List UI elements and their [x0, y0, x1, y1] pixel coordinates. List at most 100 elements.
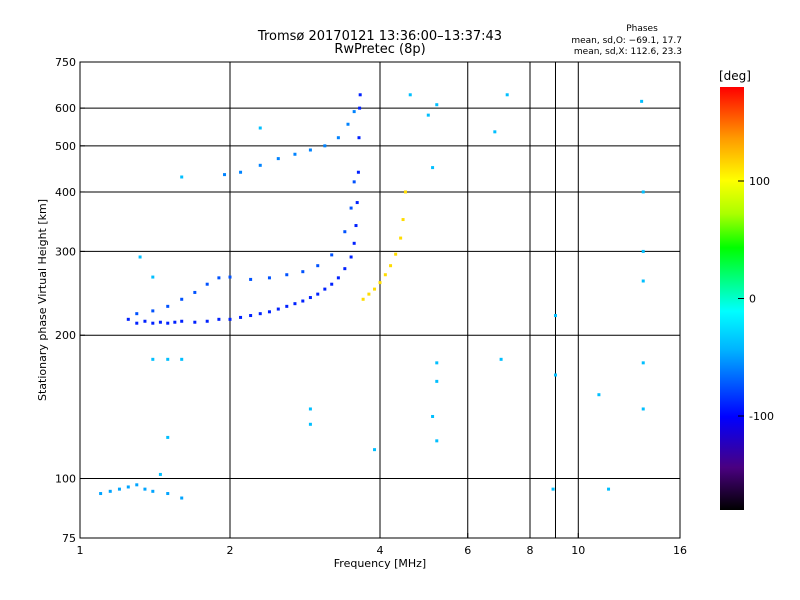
data-point	[435, 379, 439, 383]
data-points	[99, 93, 645, 500]
data-point	[367, 292, 371, 296]
data-point	[308, 148, 312, 152]
data-point	[358, 93, 362, 97]
data-point	[330, 253, 334, 257]
data-point	[276, 307, 280, 311]
data-point	[431, 166, 435, 170]
data-point	[151, 309, 155, 313]
data-point	[135, 321, 139, 325]
legend-title: Phases	[626, 24, 658, 34]
data-point	[336, 136, 340, 140]
legend-line-o: mean, sd,O: −69.1, 17.7	[571, 36, 682, 46]
data-point	[276, 157, 280, 161]
data-point	[166, 321, 170, 325]
data-point	[166, 435, 170, 439]
data-point	[389, 264, 393, 268]
x-tick-label: 16	[673, 544, 687, 557]
x-axis-label: Frequency [MHz]	[334, 557, 426, 570]
data-point	[354, 224, 358, 228]
data-point	[143, 319, 147, 323]
data-point	[258, 163, 262, 167]
data-point	[640, 99, 644, 103]
data-point	[267, 310, 271, 314]
data-point	[166, 304, 170, 308]
data-point	[180, 175, 184, 179]
x-tick-label: 10	[571, 544, 585, 557]
data-point	[323, 287, 327, 291]
data-point	[493, 130, 497, 134]
data-point	[499, 357, 503, 361]
data-point	[383, 273, 387, 277]
data-point	[431, 414, 435, 418]
data-point	[399, 236, 403, 240]
data-point	[553, 373, 557, 377]
data-point	[641, 279, 645, 283]
data-point	[357, 136, 361, 140]
x-tick-label: 6	[464, 544, 471, 557]
data-point	[205, 319, 209, 323]
gridlines	[80, 62, 680, 538]
data-point	[352, 110, 356, 114]
x-tick-label: 1	[77, 544, 84, 557]
colorbar-ticks: -100 0 100	[738, 175, 774, 423]
data-point	[316, 264, 320, 268]
data-point	[249, 277, 253, 281]
data-point	[267, 276, 271, 280]
colorbar-label: [deg]	[719, 69, 751, 83]
data-point	[308, 407, 312, 411]
data-point	[373, 448, 377, 452]
y-tick-label: 750	[55, 56, 76, 69]
data-point	[217, 317, 221, 321]
data-point	[166, 492, 170, 496]
data-point	[99, 492, 103, 496]
data-point	[143, 487, 147, 491]
data-point	[373, 287, 377, 291]
data-point	[285, 304, 289, 308]
data-point	[343, 267, 347, 271]
data-point	[249, 314, 253, 318]
x-tick-label: 8	[527, 544, 534, 557]
data-point	[641, 249, 645, 253]
legend-line-x: mean, sd,X: 112.6, 23.3	[574, 47, 682, 57]
data-point	[126, 317, 130, 321]
data-point	[239, 315, 243, 319]
data-point	[151, 489, 155, 493]
chart-subtitle: RwPretec (8p)	[334, 42, 425, 57]
data-point	[180, 297, 184, 301]
data-point	[166, 357, 170, 361]
data-point	[217, 276, 221, 280]
data-point	[239, 170, 243, 174]
data-point	[352, 241, 356, 245]
chart-title: Tromsø 20170121 13:36:00–13:37:43	[257, 29, 502, 44]
data-point	[551, 487, 555, 491]
data-point	[258, 126, 262, 130]
data-point	[193, 320, 197, 324]
data-point	[205, 282, 209, 286]
data-point	[316, 292, 320, 296]
data-point	[336, 276, 340, 280]
data-point	[349, 206, 353, 210]
data-point	[180, 357, 184, 361]
data-point	[403, 190, 407, 194]
data-point	[135, 483, 139, 487]
data-point	[293, 152, 297, 156]
data-point	[394, 252, 398, 256]
data-point	[607, 487, 611, 491]
data-point	[180, 319, 184, 323]
colorbar-tick-label: 100	[749, 175, 770, 188]
data-point	[426, 113, 430, 117]
y-tick-labels: 75 100 200 300 400 500 600 750	[55, 56, 85, 545]
y-tick-label: 400	[55, 186, 76, 199]
y-tick-label: 200	[55, 329, 76, 342]
data-point	[553, 314, 557, 318]
y-axis-label: Stationary phase Virtual Height [km]	[36, 199, 49, 401]
data-point	[135, 312, 139, 316]
y-tick-label: 300	[55, 245, 76, 258]
data-point	[408, 93, 412, 97]
x-tick-label: 4	[377, 544, 384, 557]
data-point	[151, 357, 155, 361]
data-point	[401, 218, 405, 222]
data-point	[301, 299, 305, 303]
data-point	[435, 103, 439, 107]
colorbar-tick-label: -100	[749, 410, 774, 423]
